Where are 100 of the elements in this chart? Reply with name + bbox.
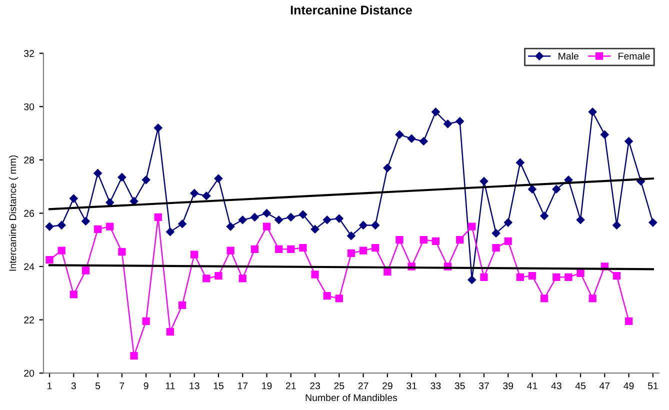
- point: [118, 173, 126, 182]
- point: [552, 185, 561, 194]
- point: [287, 245, 295, 253]
- point: [70, 194, 78, 203]
- x-tick-label: 11: [166, 382, 175, 390]
- point: [576, 269, 584, 277]
- point: [226, 246, 234, 254]
- y-tick-label: 32: [24, 50, 34, 57]
- point: [262, 222, 271, 230]
- point: [190, 250, 198, 258]
- point: [540, 212, 548, 220]
- point: [624, 137, 633, 146]
- x-tick-label: 29: [382, 382, 392, 390]
- point: [202, 192, 211, 200]
- point: [142, 317, 150, 325]
- x-tick-label: 45: [575, 382, 586, 390]
- point: [372, 244, 380, 252]
- point: [274, 216, 283, 224]
- point: [166, 228, 174, 236]
- point: [45, 222, 54, 231]
- point: [322, 216, 332, 224]
- point: [528, 272, 536, 280]
- point: [262, 209, 271, 218]
- point: [238, 216, 247, 224]
- point: [504, 218, 512, 227]
- point: [154, 213, 162, 222]
- point: [310, 225, 320, 234]
- point: [359, 246, 368, 254]
- point: [395, 130, 404, 139]
- point: [456, 117, 464, 126]
- x-tick-label: 23: [310, 382, 320, 390]
- x-tick-label: 33: [430, 382, 441, 390]
- y-tick-label: 26: [24, 210, 34, 217]
- x-tick-label: 41: [527, 382, 538, 390]
- point: [468, 222, 476, 230]
- point: [142, 176, 150, 184]
- x-axis-title: Number of Mandibles: [306, 394, 398, 402]
- x-tick-label: 15: [214, 382, 224, 390]
- point: [576, 216, 585, 224]
- x-tick-label: 27: [358, 382, 368, 390]
- point: [274, 245, 283, 253]
- x-tick-label: 17: [238, 382, 248, 390]
- point: [456, 236, 464, 244]
- point: [226, 222, 235, 231]
- point: [286, 213, 296, 222]
- point: [347, 249, 356, 257]
- point: [480, 177, 488, 186]
- point: [250, 213, 259, 222]
- x-tick-label: 1: [48, 382, 52, 390]
- point: [250, 245, 258, 253]
- point: [214, 272, 222, 280]
- legend-label: Male: [558, 52, 578, 60]
- point: [311, 270, 319, 278]
- point: [407, 134, 416, 143]
- point: [612, 221, 621, 230]
- point: [420, 236, 428, 244]
- x-tick-label: 7: [120, 382, 124, 390]
- point: [600, 130, 609, 139]
- point: [432, 108, 440, 116]
- point: [130, 352, 138, 360]
- point: [420, 137, 428, 146]
- point: [298, 210, 308, 219]
- point: [238, 274, 246, 282]
- point: [371, 221, 380, 230]
- x-tick-label: 19: [262, 382, 272, 390]
- x-tick-label: 5: [95, 382, 100, 390]
- point: [624, 317, 633, 325]
- point: [564, 273, 572, 281]
- point: [359, 221, 368, 230]
- point: [46, 256, 54, 264]
- point: [396, 236, 404, 244]
- point: [504, 237, 512, 245]
- point: [468, 276, 476, 284]
- point: [82, 266, 90, 274]
- point: [492, 229, 500, 238]
- point: [94, 169, 102, 178]
- x-tick-label: 31: [406, 382, 416, 390]
- point: [178, 301, 186, 309]
- legend-label: Female: [618, 52, 650, 60]
- point: [335, 294, 343, 302]
- point: [432, 237, 440, 245]
- point: [106, 222, 114, 230]
- point: [178, 220, 186, 228]
- point: [118, 248, 126, 256]
- point: [552, 273, 560, 281]
- point: [166, 328, 174, 336]
- point: [444, 120, 452, 128]
- x-tick-label: 3: [71, 382, 76, 390]
- x-tick-label: 51: [648, 382, 658, 390]
- point: [383, 164, 392, 172]
- point: [58, 246, 66, 254]
- point: [190, 189, 198, 198]
- x-tick-label: 13: [190, 382, 200, 390]
- x-tick-label: 47: [599, 382, 610, 390]
- y-tick-label: 28: [24, 156, 34, 164]
- point: [384, 268, 392, 276]
- point: [516, 273, 524, 281]
- chart-title: Intercanine Distance: [290, 5, 412, 15]
- y-tick-label: 22: [24, 316, 34, 324]
- point: [82, 217, 90, 226]
